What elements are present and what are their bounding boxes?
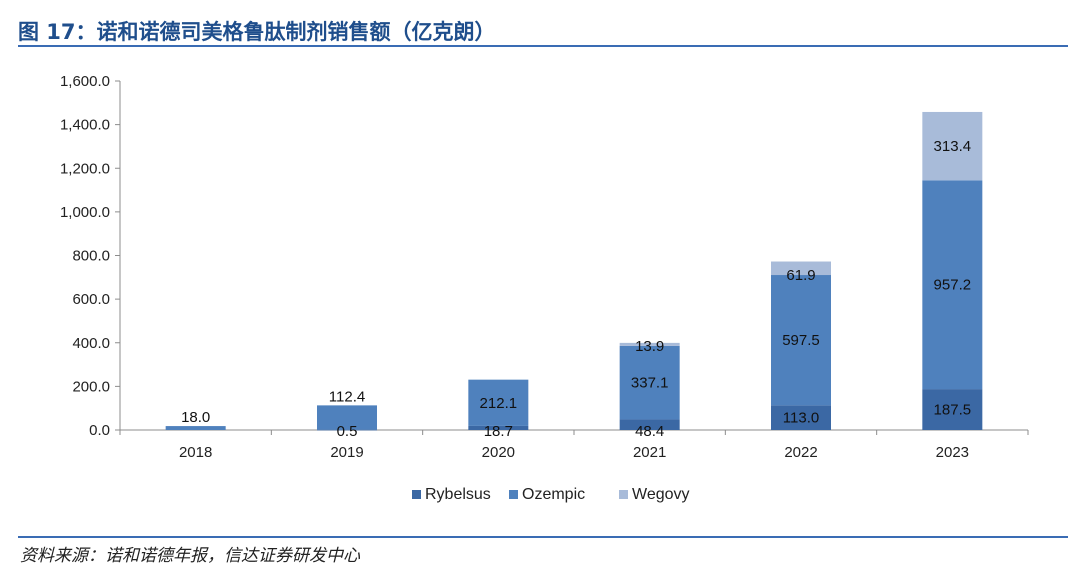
data-label-rybelsus-2023: 187.5 [934,402,972,419]
y-tick-label: 0.0 [89,422,110,439]
legend-swatch-rybelsus [412,490,421,499]
data-label-ozempic-2019: 112.4 [329,388,365,405]
data-label-wegovy-2021: 13.9 [635,338,664,355]
bar-rybelsus-2020 [468,425,529,430]
source-note: 资料来源：诺和诺德年报，信达证券研发中心 [20,546,360,566]
data-label-ozempic-2022: 597.5 [782,332,820,349]
y-tick-label: 800.0 [72,248,110,265]
x-tick-label: 2021 [633,444,666,461]
data-label-rybelsus-2021: 48.4 [635,423,664,440]
data-label-rybelsus-2022: 113.0 [783,410,819,427]
x-tick-label: 2018 [179,444,212,461]
bar-ozempic-2018 [165,426,226,430]
y-tick-label: 1,600.0 [60,73,110,90]
legend-label-wegovy: Wegovy [632,486,690,503]
data-label-rybelsus-2020: 18.7 [484,423,513,440]
bar-ozempic-2019 [317,405,377,430]
x-tick-label: 2019 [330,444,363,461]
legend-swatch-ozempic [509,490,518,499]
data-label-wegovy-2023: 313.4 [934,138,972,155]
data-label-wegovy-2022: 61.9 [786,267,815,284]
legend-label-rybelsus: Rybelsus [425,486,491,503]
bar-rybelsus-2021 [619,419,680,430]
y-tick-label: 400.0 [72,335,110,352]
y-tick-label: 200.0 [72,378,110,395]
data-label-ozempic-2018: 18.0 [181,409,210,426]
data-label-ozempic-2023: 957.2 [934,277,972,294]
y-tick-label: 1,000.0 [60,204,110,221]
bar-ozempic-2021 [619,345,680,420]
y-tick-label: 1,200.0 [60,160,110,177]
bar-wegovy-2023 [922,111,983,181]
chart-title: 图 17：诺和诺德司美格鲁肽制剂销售额（亿克朗） [18,20,496,44]
bar-ozempic-2020 [468,379,529,426]
bar-rybelsus-2023 [922,389,983,430]
y-tick-label: 1,400.0 [60,117,110,134]
bar-rybelsus-2022 [771,405,831,430]
x-tick-label: 2020 [482,444,515,461]
title-rule [18,45,1068,47]
legend-swatch-wegovy [619,490,628,499]
legend-label-ozempic: Ozempic [522,486,585,503]
x-tick-label: 2023 [936,444,969,461]
bar-wegovy-2022 [771,261,831,276]
footer-rule [18,536,1068,538]
bar-ozempic-2022 [771,275,831,406]
bar-wegovy-2021 [619,342,680,346]
bar-rybelsus-2019 [317,429,377,431]
data-label-rybelsus-2019: 0.5 [337,423,358,440]
data-label-ozempic-2020: 212.1 [480,395,518,412]
bar-ozempic-2023 [922,180,983,390]
y-tick-label: 600.0 [72,291,110,308]
data-label-ozempic-2021: 337.1 [631,375,669,392]
x-tick-label: 2022 [784,444,817,461]
